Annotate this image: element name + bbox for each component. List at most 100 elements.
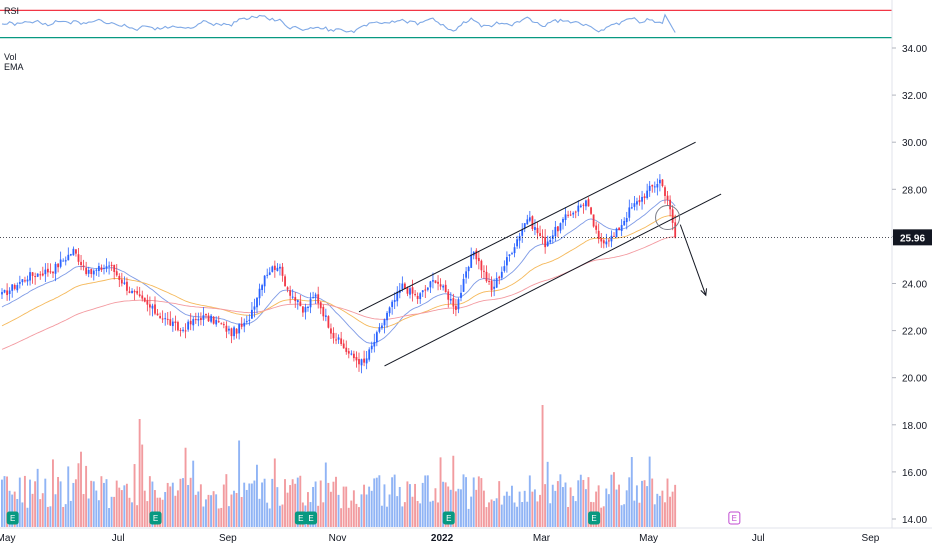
- volume-bar: [100, 476, 103, 527]
- volume-bar: [498, 481, 501, 527]
- candle: [475, 248, 478, 265]
- candle: [406, 286, 409, 297]
- earnings-marker-label: E: [298, 514, 303, 523]
- candle: [95, 268, 98, 276]
- volume-bar: [261, 482, 263, 527]
- volume-bar: [380, 505, 383, 527]
- volume-bar: [299, 475, 302, 527]
- rsi-label[interactable]: RSI: [4, 6, 19, 16]
- volume-bar: [388, 494, 391, 527]
- volume-bar: [406, 481, 409, 527]
- candle: [544, 229, 547, 254]
- candle: [47, 263, 49, 277]
- earnings-marker-label: E: [153, 514, 158, 523]
- volume-bar: [526, 501, 529, 527]
- ema-label[interactable]: EMA: [4, 62, 24, 72]
- volume-bar: [485, 507, 488, 527]
- candle: [317, 286, 320, 309]
- volume-bar: [345, 486, 348, 527]
- volume-bar: [574, 501, 577, 527]
- candle: [457, 297, 460, 314]
- volume-bar: [90, 480, 93, 527]
- volume-bar: [610, 474, 613, 527]
- candle: [179, 327, 182, 337]
- volume-bar: [472, 477, 475, 527]
- candle: [600, 233, 603, 248]
- earnings-marker: E: [149, 511, 162, 525]
- volume-bar: [373, 478, 376, 527]
- volume-bar: [342, 486, 345, 527]
- volume-bar: [467, 508, 470, 527]
- candle: [521, 223, 524, 243]
- candle: [355, 351, 358, 368]
- volume-bar: [171, 482, 174, 527]
- candle: [567, 210, 569, 218]
- volume-bar: [85, 465, 88, 527]
- volume-bar: [358, 507, 360, 527]
- candle: [49, 263, 52, 274]
- volume-bar: [77, 463, 80, 527]
- volume-bar: [199, 484, 202, 527]
- candle: [291, 289, 294, 300]
- candle: [595, 221, 598, 234]
- volume-bar: [661, 490, 664, 527]
- price-badge-label: 25.96: [900, 233, 925, 244]
- candle: [360, 358, 363, 374]
- earnings-marker-label: E: [10, 514, 15, 523]
- candle: [470, 247, 473, 269]
- candle: [625, 211, 628, 230]
- candle: [602, 238, 605, 249]
- y-tick-label: 34.00: [902, 44, 927, 55]
- candle: [251, 301, 253, 319]
- volume-bar: [322, 502, 325, 527]
- volume-bar: [337, 494, 340, 527]
- volume-bar: [523, 490, 526, 527]
- candle: [671, 205, 674, 231]
- candle: [222, 321, 225, 329]
- volume-bar: [284, 479, 286, 527]
- volume-bar: [505, 491, 508, 527]
- candle: [587, 197, 590, 207]
- volume-bar: [664, 502, 666, 527]
- candle: [437, 275, 439, 291]
- volume-bar: [439, 457, 442, 527]
- candle: [370, 341, 373, 353]
- rsi-line: [1, 13, 676, 34]
- ema-lines: [1, 199, 676, 350]
- volume-bar: [335, 476, 337, 527]
- candle: [105, 258, 108, 273]
- volume-bar: [225, 474, 228, 527]
- candle: [630, 202, 633, 210]
- candle: [551, 229, 554, 244]
- volume-bar: [546, 461, 549, 527]
- volume-bar: [74, 479, 77, 527]
- volume-bar: [250, 483, 253, 527]
- volume-bar: [638, 502, 641, 527]
- volume-bar: [426, 475, 429, 527]
- volume-bar: [1, 479, 3, 527]
- volume-bar: [355, 503, 358, 527]
- volume-bar: [161, 499, 164, 527]
- volume-bar: [36, 468, 39, 527]
- candle: [304, 303, 307, 320]
- volume-bar: [421, 482, 424, 527]
- volume-bar: [131, 502, 133, 527]
- candle: [569, 210, 572, 217]
- volume-bar: [347, 507, 350, 527]
- candle: [477, 251, 480, 270]
- x-tick-label: May: [639, 533, 658, 544]
- candle: [92, 269, 95, 281]
- candle: [332, 327, 335, 344]
- volume-bar: [465, 477, 467, 527]
- volume-bar: [29, 479, 31, 527]
- vol-label[interactable]: Vol: [4, 52, 17, 62]
- candle: [8, 287, 11, 301]
- volume-bar: [314, 481, 317, 527]
- arrow-head: [700, 288, 708, 297]
- candle: [541, 229, 544, 245]
- y-tick-label: 24.00: [902, 280, 927, 291]
- volume-bar: [312, 486, 314, 527]
- candle: [391, 299, 394, 315]
